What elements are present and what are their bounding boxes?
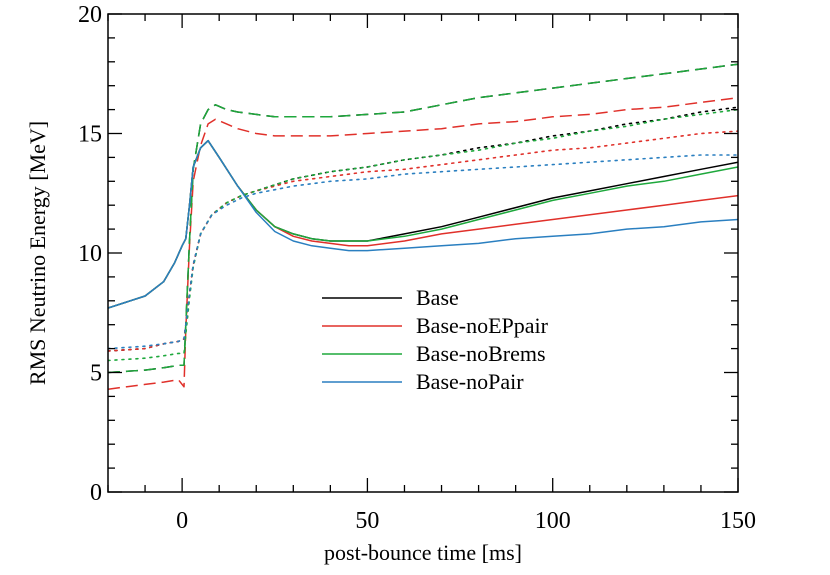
x-tick-label: 50	[355, 508, 379, 534]
series-line-base-nopair-dotted	[108, 154, 738, 350]
legend-item: Base	[322, 285, 459, 310]
series-layer	[108, 63, 738, 390]
legend-item: Base-noBrems	[322, 341, 546, 366]
x-tick-label: 150	[720, 508, 756, 534]
legend: Base Base-noEPpair Base-noBrems Base-noPair	[322, 285, 549, 394]
legend-label: Base-noPair	[416, 369, 524, 394]
y-tick-label: 10	[78, 241, 102, 267]
tick-labels-layer: 0 50 100 150 0 5 10 15 20	[78, 2, 756, 534]
plot-frame	[107, 13, 739, 493]
legend-item: Base-noPair	[322, 369, 524, 394]
y-axis-label: RMS Neutrino Energy [MeV]	[25, 121, 50, 385]
y-tick-label: 15	[78, 122, 102, 148]
x-axis-label: post-bounce time [ms]	[324, 540, 522, 565]
y-tick-label: 20	[78, 2, 102, 28]
series-line-base-noeppair-solid	[108, 139, 738, 309]
y-tick-label: 5	[90, 361, 102, 387]
legend-label: Base-noEPpair	[416, 313, 549, 338]
ticks-layer	[107, 13, 739, 493]
series-line-base-solid	[108, 139, 738, 309]
legend-item: Base-noEPpair	[322, 313, 549, 338]
legend-label: Base	[416, 285, 459, 310]
series-line-base-nobrems-dashed	[108, 63, 738, 374]
x-tick-label: 100	[535, 508, 571, 534]
x-tick-label: 0	[176, 508, 188, 534]
legend-label: Base-noBrems	[416, 341, 546, 366]
series-line-base-nopair-solid	[108, 139, 738, 309]
series-line-base-nobrems-solid	[108, 139, 738, 309]
y-tick-label: 0	[90, 480, 102, 506]
